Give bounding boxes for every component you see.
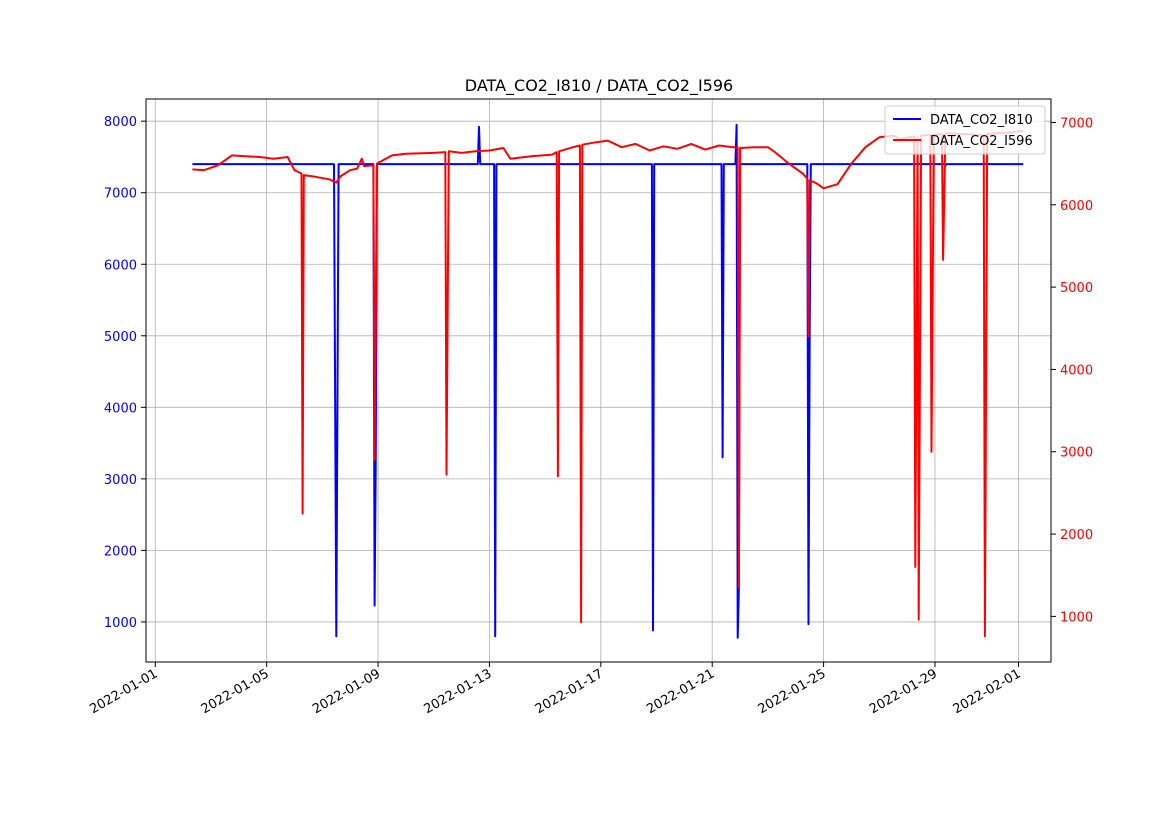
series-line-data-co2-i810	[192, 123, 1024, 639]
series-layer	[192, 123, 1024, 639]
legend-label: DATA_CO2_I596	[930, 134, 1033, 149]
y-left-tick-label: 6000	[104, 258, 137, 273]
plot-frame	[145, 98, 1052, 663]
y-left-tick-label: 8000	[104, 115, 137, 130]
grid	[146, 99, 1051, 662]
y-right-tick-label: 7000	[1060, 116, 1093, 131]
y-left-tick-label: 5000	[104, 330, 137, 345]
y-left-tick-label: 4000	[104, 401, 137, 416]
y-right-tick-label: 2000	[1060, 528, 1093, 543]
legend-box	[884, 105, 1046, 155]
y-right-tick-label: 3000	[1060, 446, 1093, 461]
legend-label: DATA_CO2_I810	[930, 113, 1033, 128]
y-right-tick-label: 6000	[1060, 199, 1093, 214]
y-left-tick-label: 2000	[104, 544, 137, 559]
y-right-tick-label: 4000	[1060, 363, 1093, 378]
y-left-tick-label: 3000	[104, 473, 137, 488]
y-right-tick-label: 5000	[1060, 281, 1093, 296]
series-line-data-co2-i596	[192, 129, 1024, 638]
legend: DATA_CO2_I810 DATA_CO2_I596	[884, 105, 1046, 155]
chart-title: DATA_CO2_I810 / DATA_CO2_I596	[465, 76, 733, 96]
y-right-tick-label: 1000	[1060, 610, 1093, 625]
y-left-tick-label: 1000	[104, 616, 137, 631]
y-left-tick-label: 7000	[104, 187, 137, 202]
